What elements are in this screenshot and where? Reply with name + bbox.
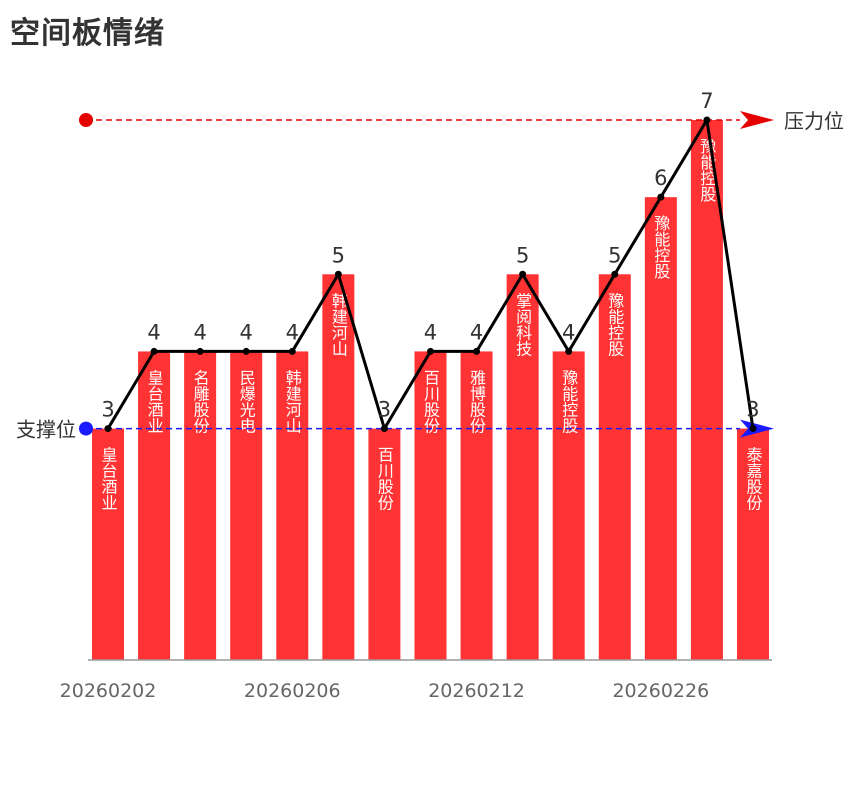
bar-stock-label-7: 百川股份	[421, 369, 440, 434]
bar-8	[460, 351, 493, 660]
trend-point-7	[426, 347, 434, 355]
value-label-7: 4	[424, 320, 437, 344]
bar-stock-label-3: 民爆光电	[237, 369, 256, 433]
value-label-10: 4	[562, 320, 575, 344]
bar-stock-label-12: 豫能控股	[651, 215, 670, 280]
value-label-1: 4	[147, 320, 160, 344]
bar-stock-label-11: 豫能控股	[605, 292, 624, 357]
x-tick-label-4: 20260206	[244, 680, 341, 702]
value-label-4: 4	[286, 320, 299, 344]
bar-4	[276, 351, 309, 660]
bar-stock-label-9: 掌阅科技	[513, 292, 532, 357]
bar-5	[322, 274, 355, 660]
bar-stock-label-0: 皇台酒业	[99, 447, 118, 511]
bar-6	[368, 428, 401, 660]
trend-point-11	[611, 270, 619, 278]
bar-13	[690, 120, 723, 660]
value-label-11: 5	[608, 243, 621, 267]
trend-point-0	[104, 425, 112, 433]
trend-point-8	[473, 347, 481, 355]
reference-dot-0	[79, 113, 93, 127]
trend-point-3	[242, 347, 250, 355]
value-label-5: 5	[332, 243, 345, 267]
bar-0	[92, 428, 124, 660]
bar-11	[598, 274, 631, 660]
bar-stock-label-1: 皇台酒业	[145, 369, 164, 433]
chart-title: 空间板情绪	[10, 16, 165, 51]
reference-label-1: 支撑位	[16, 418, 76, 442]
value-label-6: 3	[378, 398, 391, 422]
reference-arrow-1	[740, 419, 774, 438]
bar-stock-label-6: 百川股份	[375, 447, 394, 512]
bar-stock-label-14: 泰嘉股份	[743, 447, 762, 512]
value-label-12: 6	[654, 166, 667, 190]
reference-dot-1	[79, 421, 93, 436]
x-tick-label-8: 20260212	[428, 680, 525, 702]
bar-7	[414, 351, 447, 660]
x-tick-label-0: 20260202	[60, 680, 157, 702]
bar-stock-label-4: 韩建河山	[283, 369, 302, 433]
trend-point-4	[288, 347, 296, 355]
trend-point-9	[519, 270, 527, 278]
trend-point-10	[565, 347, 573, 355]
x-tick-label-12: 20260226	[612, 680, 709, 702]
trend-point-6	[380, 425, 388, 433]
value-label-14: 3	[746, 398, 759, 422]
value-label-9: 5	[516, 243, 529, 267]
trend-point-14	[749, 425, 757, 433]
value-label-2: 4	[193, 320, 206, 344]
value-label-13: 7	[700, 89, 713, 113]
trend-point-13	[703, 116, 711, 124]
bar-1	[138, 351, 171, 660]
bar-10	[552, 351, 585, 660]
bar-3	[230, 351, 263, 660]
bar-stock-label-8: 雅博股份	[467, 369, 486, 434]
trend-point-2	[196, 347, 204, 355]
bar-9	[506, 274, 539, 660]
bar-stock-label-10: 豫能控股	[559, 369, 578, 434]
trend-point-12	[657, 193, 665, 201]
bar-2	[184, 351, 217, 660]
value-label-3: 4	[240, 320, 253, 344]
value-label-0: 3	[101, 398, 114, 422]
trend-point-1	[150, 347, 158, 355]
reference-arrow-0	[740, 111, 774, 129]
bar-stock-label-2: 名雕股份	[191, 369, 210, 434]
bar-14	[736, 428, 769, 660]
trend-point-5	[334, 270, 342, 278]
reference-label-0: 压力位	[784, 109, 844, 133]
bar-stock-label-5: 韩建河山	[329, 292, 348, 356]
value-label-8: 4	[470, 320, 483, 344]
